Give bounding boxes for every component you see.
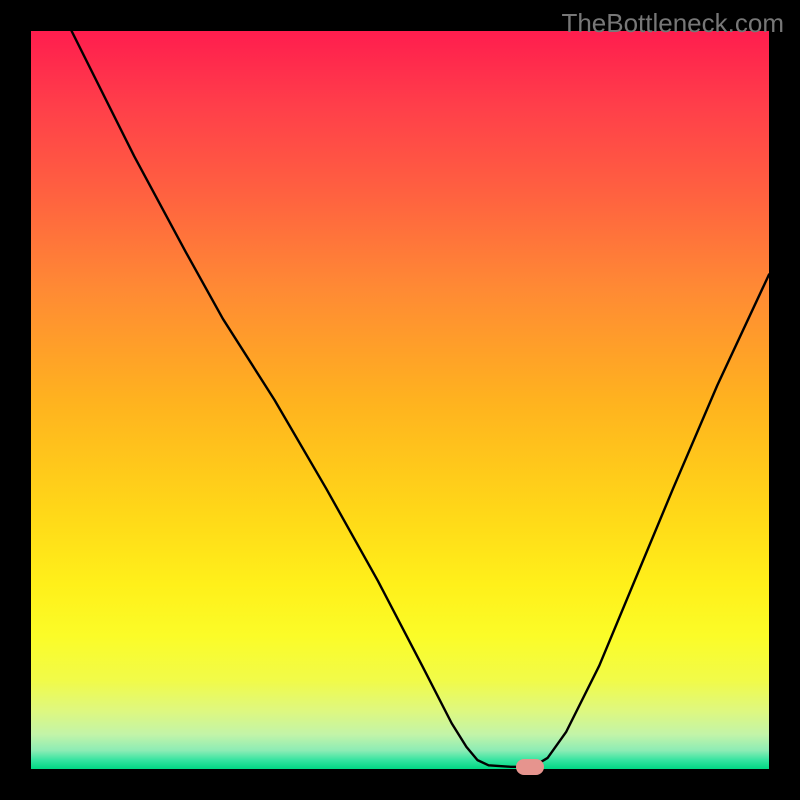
plot-area	[31, 31, 769, 769]
chart-container: TheBottleneck.com	[0, 0, 800, 800]
curve-path	[72, 31, 769, 767]
watermark-text: TheBottleneck.com	[561, 8, 784, 39]
bottleneck-curve	[31, 31, 769, 769]
optimal-point-marker	[516, 759, 544, 775]
